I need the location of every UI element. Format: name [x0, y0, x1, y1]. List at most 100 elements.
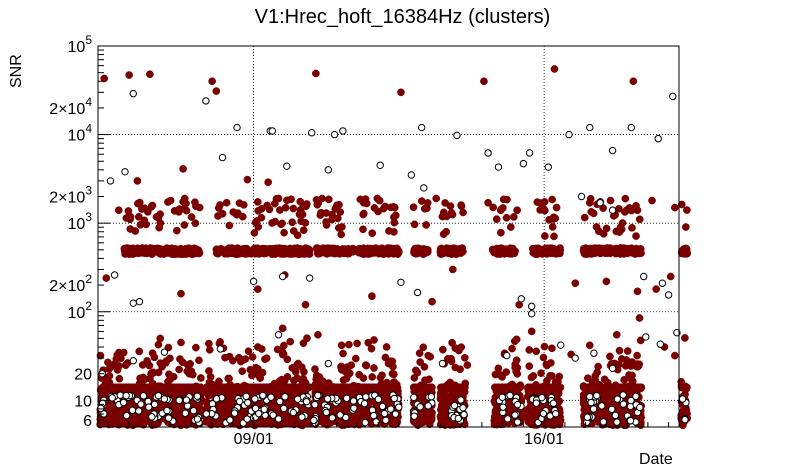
cluster-point: [106, 405, 115, 414]
cluster-point: [322, 419, 331, 428]
cluster-point: [627, 362, 635, 370]
hollow-point: [242, 392, 250, 401]
hollow-point: [499, 403, 507, 411]
cluster-point: [149, 369, 158, 377]
band-point: [131, 227, 140, 235]
cluster-point: [221, 353, 229, 362]
cluster-point: [546, 419, 554, 428]
cluster-point: [275, 377, 284, 386]
cluster-point: [325, 379, 333, 388]
cluster-point: [226, 380, 234, 389]
cluster-point: [614, 360, 623, 369]
cluster-point: [355, 370, 364, 379]
hollow-point: [119, 398, 128, 407]
hollow-point: [593, 391, 601, 400]
hollow-point: [311, 400, 319, 409]
hollow-point: [269, 411, 277, 419]
hollow-point: [627, 396, 635, 405]
cluster-point: [622, 356, 631, 364]
cluster-point: [148, 349, 157, 358]
cluster-point: [370, 364, 378, 372]
hollow-point: [182, 396, 191, 404]
hollow-point: [135, 407, 143, 415]
cluster-point: [505, 382, 514, 391]
hollow-point: [212, 395, 221, 403]
hollow-point: [289, 408, 298, 417]
cluster-point: [439, 410, 448, 419]
hollow-point: [513, 400, 522, 409]
cluster-point: [233, 382, 242, 391]
band-point: [180, 194, 189, 203]
cluster-point: [424, 351, 433, 360]
cluster-point: [525, 362, 534, 371]
cluster-point: [300, 367, 308, 376]
hollow-point: [293, 395, 302, 403]
band-point: [174, 208, 183, 216]
hollow-point: [378, 402, 387, 411]
hollow-point: [532, 399, 541, 407]
band-point: [187, 213, 196, 221]
cluster-point: [427, 413, 435, 421]
cluster-point: [516, 381, 525, 390]
cluster-point: [105, 371, 114, 380]
band-point: [172, 226, 181, 235]
cluster-point: [360, 383, 369, 392]
hollow-point: [598, 402, 606, 410]
cluster-point: [261, 355, 269, 364]
cluster-point: [170, 383, 179, 392]
cluster-point: [241, 355, 250, 363]
cluster-point: [439, 345, 447, 354]
cluster-point: [105, 365, 114, 373]
hollow-point: [619, 391, 627, 399]
cluster-point: [347, 361, 356, 370]
chart-title: V1:Hrec_hoft_16384Hz (clusters): [254, 6, 551, 28]
hollow-point: [97, 404, 105, 413]
hollow-point: [323, 395, 332, 403]
hollow-point: [181, 409, 190, 417]
cluster-point: [512, 367, 520, 376]
cluster-point: [240, 381, 249, 390]
cluster-point: [246, 365, 255, 374]
hollow-point: [599, 418, 608, 426]
cluster-point: [390, 370, 398, 379]
hollow-point: [450, 401, 459, 410]
band-point: [191, 219, 200, 228]
hollow-point: [302, 397, 311, 406]
hollow-point: [636, 403, 644, 412]
cluster-point: [192, 343, 200, 352]
cluster-point: [457, 343, 466, 352]
band-point: [156, 219, 165, 228]
hollow-point: [122, 411, 131, 420]
hollow-point: [498, 393, 506, 402]
band-point: [133, 199, 142, 208]
cluster-point: [448, 338, 456, 347]
band-point: [149, 247, 158, 256]
cluster-point: [681, 334, 689, 342]
cluster-point: [508, 344, 516, 353]
cluster-point: [343, 385, 352, 394]
cluster-point: [451, 381, 460, 390]
hollow-point: [503, 415, 512, 423]
hollow-point: [243, 415, 251, 423]
cluster-point: [115, 362, 123, 370]
hollow-point: [202, 410, 211, 418]
cluster-point: [178, 420, 186, 428]
hollow-point: [424, 402, 432, 410]
cluster-point: [546, 359, 555, 367]
hollow-point: [360, 399, 369, 408]
hollow-point: [243, 398, 252, 407]
hollow-point: [139, 392, 148, 400]
hollow-point: [322, 408, 330, 417]
hollow-point: [251, 395, 259, 403]
cluster-point: [524, 387, 533, 396]
cluster-point: [345, 340, 353, 349]
hollow-point: [328, 414, 336, 422]
cluster-point: [456, 365, 464, 374]
cluster-point: [311, 365, 319, 373]
hollow-point: [336, 411, 344, 419]
cluster-point: [388, 379, 397, 388]
hollow-point: [589, 405, 598, 413]
hollow-point: [193, 415, 202, 423]
cluster-point: [624, 382, 633, 391]
